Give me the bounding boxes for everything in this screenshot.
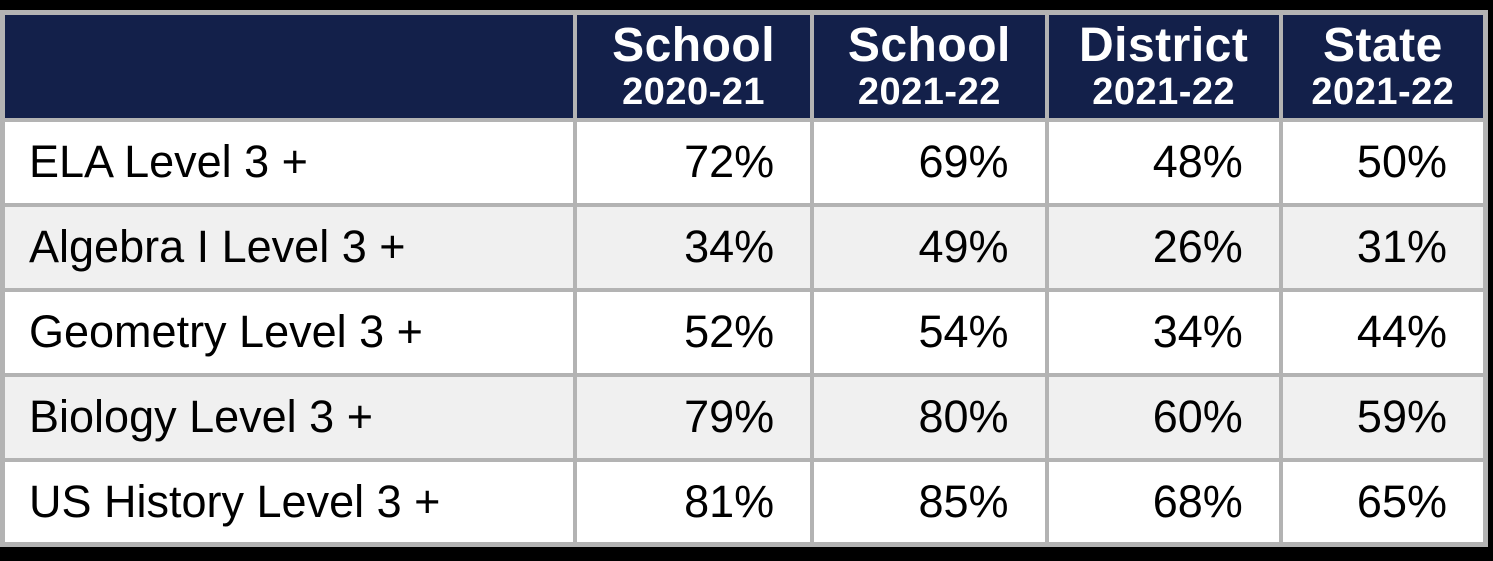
value-cell: 81% (572, 457, 815, 547)
column-header-sublabel: 2020-21 (622, 70, 766, 113)
value-cell: 80% (810, 372, 1049, 462)
value-cell: 50% (1278, 117, 1488, 207)
value-cell: 52% (572, 287, 815, 377)
value-cell: 68% (1044, 457, 1283, 547)
table-row-algebra: Algebra I Level 3 + 34% 49% 26% 31% (0, 202, 1488, 292)
column-header-label: School (847, 18, 1011, 72)
table-row-ela: ELA Level 3 + 72% 69% 48% 50% (0, 117, 1488, 207)
column-header-school-2021-22: School 2021-22 (810, 10, 1049, 122)
column-header-state-2021-22: State 2021-22 (1278, 10, 1488, 122)
row-label: Algebra I Level 3 + (0, 202, 577, 292)
value-cell: 79% (572, 372, 815, 462)
row-label: Biology Level 3 + (0, 372, 577, 462)
value-cell: 65% (1278, 457, 1488, 547)
value-cell: 85% (810, 457, 1049, 547)
value-cell: 26% (1044, 202, 1283, 292)
value-cell: 34% (572, 202, 815, 292)
value-cell: 69% (810, 117, 1049, 207)
column-header-sublabel: 2021-22 (857, 70, 1001, 113)
row-label: US History Level 3 + (0, 457, 577, 547)
table-row-biology: Biology Level 3 + 79% 80% 60% 59% (0, 372, 1488, 462)
column-header-sublabel: 2021-22 (1311, 70, 1455, 113)
row-label-header-cell (0, 10, 577, 122)
value-cell: 31% (1278, 202, 1488, 292)
value-cell: 54% (810, 287, 1049, 377)
value-cell: 59% (1278, 372, 1488, 462)
table-header-row: School 2020-21 School 2021-22 District 2… (0, 10, 1488, 122)
row-label: Geometry Level 3 + (0, 287, 577, 377)
value-cell: 49% (810, 202, 1049, 292)
assessment-scores-table-frame: School 2020-21 School 2021-22 District 2… (0, 10, 1488, 547)
column-header-school-2020-21: School 2020-21 (572, 10, 815, 122)
column-header-district-2021-22: District 2021-22 (1044, 10, 1283, 122)
column-header-label: School (612, 18, 776, 72)
value-cell: 34% (1044, 287, 1283, 377)
column-header-label: District (1078, 18, 1249, 72)
value-cell: 44% (1278, 287, 1488, 377)
column-header-label: State (1322, 18, 1443, 72)
table-row-us-history: US History Level 3 + 81% 85% 68% 65% (0, 457, 1488, 547)
value-cell: 48% (1044, 117, 1283, 207)
table-row-geometry: Geometry Level 3 + 52% 54% 34% 44% (0, 287, 1488, 377)
value-cell: 72% (572, 117, 815, 207)
assessment-scores-table: School 2020-21 School 2021-22 District 2… (0, 10, 1488, 547)
row-label: ELA Level 3 + (0, 117, 577, 207)
value-cell: 60% (1044, 372, 1283, 462)
column-header-sublabel: 2021-22 (1092, 70, 1236, 113)
